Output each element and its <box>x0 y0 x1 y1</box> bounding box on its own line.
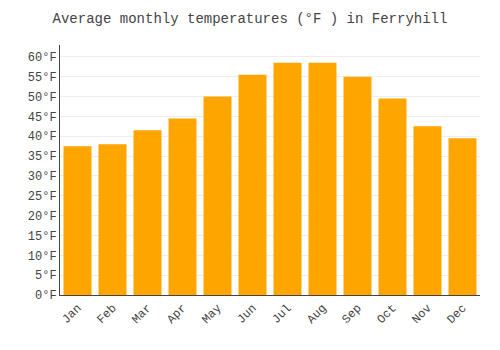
svg-text:Dec: Dec <box>444 302 469 327</box>
svg-text:30°F: 30°F <box>28 170 57 184</box>
svg-text:Mar: Mar <box>129 302 154 327</box>
svg-text:May: May <box>199 302 224 327</box>
svg-text:Jan: Jan <box>59 302 84 327</box>
svg-text:35°F: 35°F <box>28 150 57 164</box>
svg-text:50°F: 50°F <box>28 91 57 105</box>
svg-text:Oct: Oct <box>374 302 399 327</box>
svg-text:Jun: Jun <box>234 302 259 327</box>
svg-text:Apr: Apr <box>164 302 189 327</box>
svg-text:25°F: 25°F <box>28 190 57 204</box>
svg-text:Feb: Feb <box>94 302 119 327</box>
svg-text:Aug: Aug <box>304 302 329 327</box>
svg-text:45°F: 45°F <box>28 111 57 125</box>
svg-text:20°F: 20°F <box>28 210 57 224</box>
svg-text:60°F: 60°F <box>28 51 57 65</box>
svg-text:55°F: 55°F <box>28 71 57 85</box>
svg-text:Jul: Jul <box>269 302 294 327</box>
svg-text:Nov: Nov <box>409 302 434 327</box>
svg-text:5°F: 5°F <box>35 269 57 283</box>
svg-text:Sep: Sep <box>339 302 364 327</box>
svg-text:40°F: 40°F <box>28 130 57 144</box>
svg-text:Average monthly temperatures (: Average monthly temperatures (°F ) in Fe… <box>53 11 448 27</box>
svg-text:15°F: 15°F <box>28 230 57 244</box>
svg-text:10°F: 10°F <box>28 250 57 264</box>
svg-text:0°F: 0°F <box>35 289 57 303</box>
